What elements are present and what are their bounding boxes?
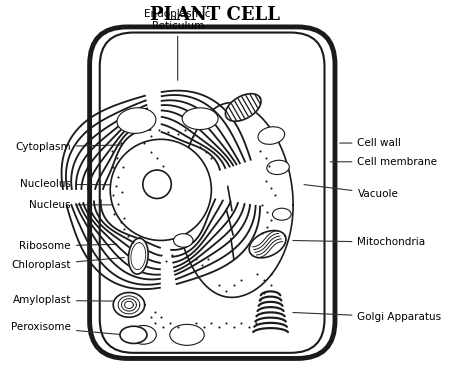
Text: Amyloplast: Amyloplast <box>13 296 116 305</box>
Circle shape <box>143 170 171 199</box>
Ellipse shape <box>258 127 285 144</box>
FancyBboxPatch shape <box>90 27 335 358</box>
Ellipse shape <box>117 108 156 133</box>
Text: Nucleus: Nucleus <box>29 200 121 210</box>
Polygon shape <box>129 238 148 274</box>
Circle shape <box>110 139 212 240</box>
Text: Vacuole: Vacuole <box>304 185 398 199</box>
Ellipse shape <box>174 234 193 247</box>
Text: Cytoplasm: Cytoplasm <box>15 142 121 152</box>
Text: Cell wall: Cell wall <box>340 138 401 148</box>
Ellipse shape <box>130 326 156 344</box>
Text: Ribosome: Ribosome <box>19 241 117 251</box>
Ellipse shape <box>182 108 218 130</box>
Text: Nucleolus: Nucleolus <box>20 179 147 189</box>
Text: Chloroplast: Chloroplast <box>11 258 124 270</box>
Polygon shape <box>177 103 293 297</box>
Ellipse shape <box>120 326 147 343</box>
Polygon shape <box>113 293 145 317</box>
Text: Endoplasmic
Reticulum: Endoplasmic Reticulum <box>144 9 211 80</box>
Ellipse shape <box>267 160 289 174</box>
Text: Cell membrane: Cell membrane <box>330 157 437 167</box>
Text: Golgi Apparatus: Golgi Apparatus <box>293 312 441 322</box>
Ellipse shape <box>170 324 204 345</box>
Text: PLANT CELL: PLANT CELL <box>150 6 280 24</box>
Polygon shape <box>225 94 261 121</box>
Text: Mitochondria: Mitochondria <box>293 237 426 247</box>
Polygon shape <box>249 230 286 258</box>
Text: Peroxisome: Peroxisome <box>11 322 122 335</box>
Ellipse shape <box>272 208 291 220</box>
